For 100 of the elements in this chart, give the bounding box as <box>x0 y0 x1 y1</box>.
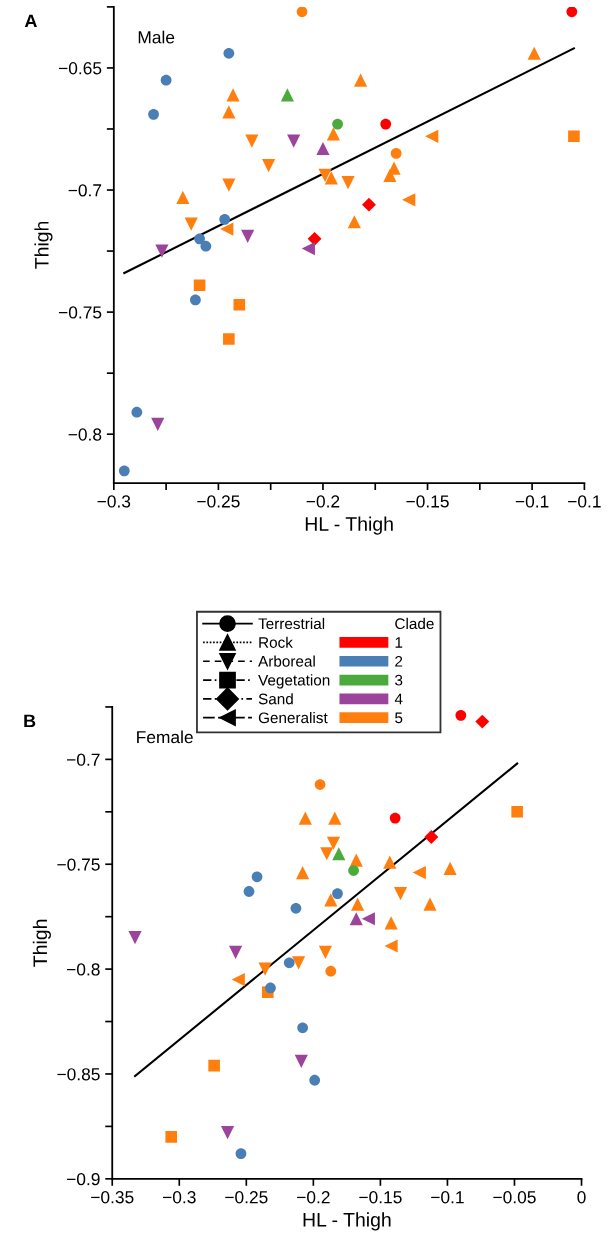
x-tick-label: 0 <box>577 1191 586 1204</box>
point <box>354 73 368 87</box>
point <box>176 190 190 204</box>
point <box>241 229 255 243</box>
y-tick-label: −0.65 <box>58 62 102 75</box>
point <box>324 171 338 185</box>
x-axis-title: HL - Thigh <box>305 516 393 535</box>
point <box>362 197 376 212</box>
point <box>151 417 165 432</box>
legend-label: 3 <box>395 674 403 686</box>
point <box>118 465 130 477</box>
point <box>296 6 308 18</box>
point <box>351 897 365 911</box>
text: Arboreal <box>258 655 315 667</box>
text: Vegetation <box>258 674 330 689</box>
y-tick-label: −0.75 <box>57 858 100 871</box>
point <box>347 215 361 229</box>
point <box>165 1131 178 1143</box>
point <box>222 178 236 192</box>
point <box>332 888 343 899</box>
point <box>283 957 295 969</box>
point <box>383 855 397 869</box>
point <box>233 298 246 311</box>
point <box>412 866 426 880</box>
x-tick-label: −0.2 <box>306 495 340 508</box>
point <box>184 217 198 231</box>
point <box>320 847 334 861</box>
point <box>332 847 346 861</box>
point <box>243 886 255 897</box>
point <box>326 836 341 850</box>
point <box>324 893 338 907</box>
x-tick-label: −0.25 <box>225 1191 268 1204</box>
point <box>361 912 375 926</box>
point <box>390 148 402 159</box>
point <box>280 88 294 102</box>
legend-label: 2 <box>395 655 403 667</box>
x-tick-label: −0.35 <box>91 1191 134 1204</box>
y-tick-label: −0.9 <box>67 1172 100 1186</box>
y-axis-title: Thigh <box>32 919 51 967</box>
x-tick-label: −0.05 <box>493 1191 536 1204</box>
x-tick-label: −0.1 <box>431 1191 464 1204</box>
x-tick-label: −0.1 <box>515 495 549 508</box>
text: Sand <box>258 693 293 705</box>
point <box>511 805 523 818</box>
point <box>301 242 315 256</box>
point <box>348 865 359 876</box>
point <box>314 779 326 790</box>
x-axis-title: HL - Thigh <box>303 1212 391 1231</box>
point <box>309 1074 321 1086</box>
x-tick-label: −0.2 <box>297 1191 330 1204</box>
point <box>290 902 302 914</box>
point <box>194 233 205 245</box>
point <box>296 866 310 880</box>
legend-label: 1 <box>395 637 403 648</box>
point <box>298 811 312 825</box>
point <box>332 118 343 130</box>
point <box>443 861 457 876</box>
point <box>131 406 143 418</box>
point <box>307 231 322 246</box>
point <box>220 1126 235 1140</box>
y-tick-label: −0.8 <box>68 428 102 441</box>
point <box>223 47 235 59</box>
point <box>380 118 392 130</box>
point <box>384 939 398 953</box>
legend-label: 4 <box>394 693 403 705</box>
x-tick-label: −0.3 <box>97 495 131 508</box>
annotation: Female <box>137 730 193 744</box>
y-tick-label: −0.85 <box>57 1068 100 1081</box>
point <box>424 830 439 844</box>
point <box>318 945 333 959</box>
x-tick-label: −0.1 <box>568 495 601 508</box>
point <box>229 945 243 959</box>
y-tick-label: −0.7 <box>68 184 102 197</box>
annotation: Generalist <box>258 711 328 724</box>
point <box>287 134 301 148</box>
point <box>193 279 206 292</box>
point <box>251 871 263 883</box>
text: Terrestrial <box>258 617 325 630</box>
point <box>425 129 439 143</box>
point <box>155 244 169 258</box>
point <box>148 108 159 120</box>
point <box>297 1022 309 1034</box>
point <box>219 213 231 225</box>
point <box>245 134 259 148</box>
point <box>231 973 245 987</box>
point <box>294 1054 308 1068</box>
point <box>222 105 236 119</box>
point <box>384 916 398 930</box>
annotation: Male <box>138 30 175 44</box>
legend-label: 5 <box>395 712 403 724</box>
point <box>318 168 332 182</box>
point <box>389 812 401 824</box>
point <box>527 46 541 60</box>
point <box>160 74 172 86</box>
y-tick-label: −0.75 <box>58 306 102 319</box>
point <box>325 965 337 977</box>
y-tick-label: −0.7 <box>67 753 100 766</box>
point <box>226 88 240 102</box>
point <box>292 956 306 970</box>
point <box>220 222 234 236</box>
